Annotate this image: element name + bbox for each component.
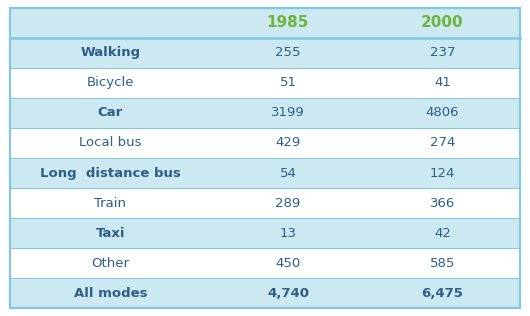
Bar [10,68,520,98]
Text: 255: 255 [275,46,301,59]
Text: 237: 237 [430,46,455,59]
Text: 3199: 3199 [271,106,305,119]
Text: 585: 585 [430,257,455,270]
Text: 366: 366 [430,197,455,210]
Bar [10,188,520,218]
Text: Walking: Walking [81,46,140,59]
Text: 4806: 4806 [426,106,460,119]
Text: 4,740: 4,740 [267,287,309,300]
Text: All modes: All modes [74,287,147,300]
Text: 1985: 1985 [267,15,309,30]
Text: 124: 124 [430,167,455,179]
Text: Taxi: Taxi [96,227,125,240]
Bar [10,278,520,308]
Text: Car: Car [98,106,123,119]
Bar [10,218,520,248]
Text: 42: 42 [434,227,451,240]
Text: 51: 51 [279,76,296,89]
Text: 13: 13 [279,227,296,240]
Bar [10,38,520,68]
Text: Train: Train [94,197,127,210]
Text: Local bus: Local bus [79,137,142,149]
Bar [10,98,520,128]
Text: 450: 450 [276,257,301,270]
Text: Long  distance bus: Long distance bus [40,167,181,179]
Text: 429: 429 [276,137,301,149]
Text: 6,475: 6,475 [421,287,463,300]
Text: 274: 274 [430,137,455,149]
Bar [10,158,520,188]
Text: 289: 289 [276,197,301,210]
Text: Bicycle: Bicycle [87,76,134,89]
Bar [10,8,520,38]
Bar [10,128,520,158]
Bar [10,248,520,278]
Text: 2000: 2000 [421,15,464,30]
Text: 41: 41 [434,76,451,89]
Text: Other: Other [92,257,129,270]
Text: 54: 54 [279,167,296,179]
